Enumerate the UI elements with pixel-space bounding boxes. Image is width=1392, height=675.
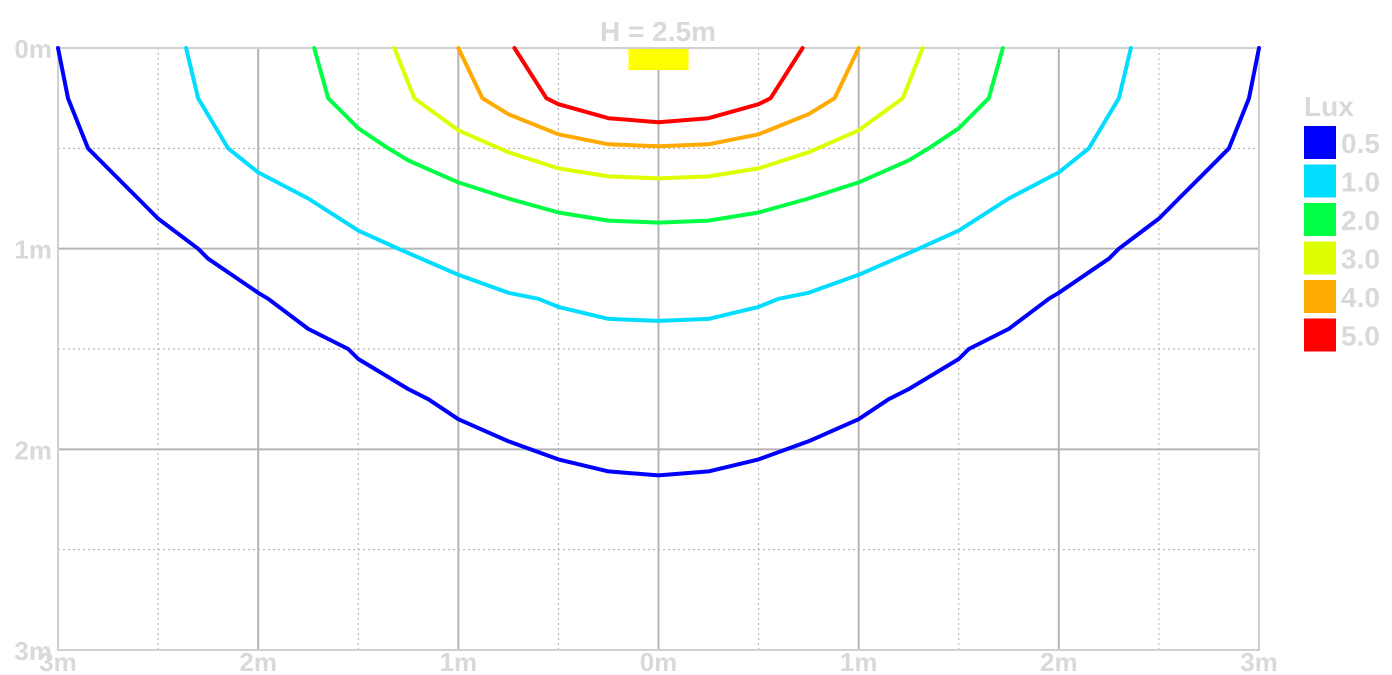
luminaire-layer (628, 49, 689, 71)
legend-swatch-3.0 (1304, 241, 1336, 275)
legend-label-1.0: 1.0 (1341, 167, 1380, 198)
legend-swatch-2.0 (1304, 203, 1336, 236)
isolux-line-3.0 (392, 46, 925, 181)
x-tick-label: 1m (840, 647, 878, 675)
y-tick-label: 1m (14, 235, 52, 265)
y-tick-label: 2m (14, 435, 52, 465)
legend-label-5.0: 5.0 (1341, 321, 1380, 352)
luminaire-marker (628, 49, 689, 71)
y-tick-label: 3m (14, 636, 52, 666)
x-tick-label: 2m (1040, 647, 1078, 675)
x-tick-label: 1m (440, 647, 478, 675)
legend-label-4.0: 4.0 (1341, 282, 1380, 313)
isolux-line-0.5 (56, 46, 1261, 478)
y-tick-label: 0m (14, 34, 52, 64)
y-tick-labels: 0m 1m 2m 3m (14, 34, 52, 666)
x-tick-labels: 3m 2m 1m 0m 1m 2m 3m (39, 647, 1278, 675)
legend-swatch-0.5 (1304, 126, 1336, 159)
isolux-line-2.0 (312, 46, 1005, 225)
legend-swatch-1.0 (1304, 164, 1336, 198)
major-gridlines (58, 48, 1259, 650)
x-tick-label: 3m (1240, 647, 1278, 675)
legend-swatch-4.0 (1304, 280, 1336, 313)
legend: Lux 0.5 1.0 2.0 3.0 4.0 5.0 (1304, 91, 1380, 352)
x-tick-label: 2m (239, 647, 277, 675)
legend-label-2.0: 2.0 (1341, 205, 1380, 236)
x-tick-label: 3m (39, 647, 77, 675)
legend-swatch-5.0 (1304, 318, 1336, 352)
isolux-line-4.0 (456, 46, 861, 149)
chart-title: H = 2.5m (600, 16, 716, 47)
isolux-line-5.0 (512, 46, 805, 125)
legend-title: Lux (1304, 91, 1354, 122)
isolux-line-1.0 (184, 46, 1133, 323)
series-layer (56, 46, 1261, 478)
x-tick-label: 0m (640, 647, 678, 675)
plot-frame (57, 47, 1260, 651)
legend-label-3.0: 3.0 (1341, 244, 1380, 275)
legend-label-0.5: 0.5 (1341, 128, 1380, 159)
